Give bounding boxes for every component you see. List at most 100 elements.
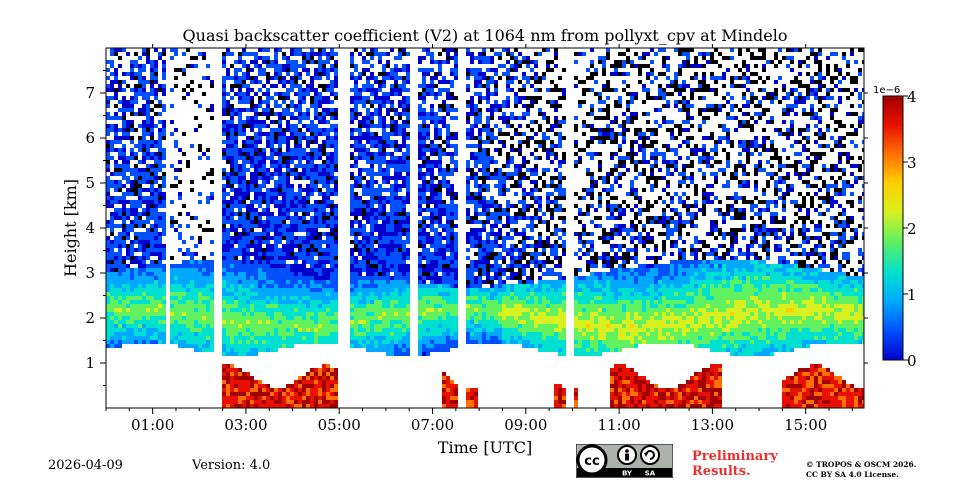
heatmap-cell: [418, 96, 422, 100]
heatmap-cell: [234, 188, 238, 192]
heatmap-cell: [298, 156, 302, 160]
heatmap-cell: [438, 160, 442, 164]
heatmap-cell: [226, 136, 230, 140]
heatmap-cell: [466, 324, 470, 328]
heatmap-cell: [466, 328, 470, 332]
heatmap-cell: [306, 68, 310, 72]
heatmap-cell: [422, 292, 426, 296]
heatmap-cell: [110, 52, 114, 56]
heatmap-cell: [298, 400, 302, 404]
heatmap-cell: [446, 112, 450, 116]
heatmap-cell: [470, 72, 474, 76]
heatmap-cell: [230, 292, 234, 296]
heatmap-cell: [286, 312, 290, 316]
heatmap-cell: [330, 168, 334, 172]
heatmap-cell: [210, 312, 214, 316]
heatmap-cell: [126, 120, 130, 124]
heatmap-cell: [134, 240, 138, 244]
heatmap-cell: [306, 128, 310, 132]
heatmap-cell: [446, 60, 450, 64]
heatmap-cell: [438, 348, 442, 352]
heatmap-cell: [250, 304, 254, 308]
heatmap-cell: [290, 84, 294, 88]
heatmap-cell: [466, 196, 470, 200]
heatmap-cell: [270, 260, 274, 264]
heatmap-cell: [366, 160, 370, 164]
heatmap-cell: [142, 328, 146, 332]
heatmap-cell: [238, 88, 242, 92]
heatmap-cell: [366, 248, 370, 252]
heatmap-cell: [354, 64, 358, 68]
heatmap-cell: [310, 292, 314, 296]
heatmap-cell: [174, 48, 178, 52]
heatmap-cell: [418, 56, 422, 60]
heatmap-cell: [394, 320, 398, 324]
heatmap-cell: [326, 268, 330, 272]
heatmap-cell: [274, 140, 278, 144]
heatmap-cell: [350, 260, 354, 264]
heatmap-cell: [402, 300, 406, 304]
heatmap-cell: [302, 316, 306, 320]
heatmap-cell: [110, 156, 114, 160]
heatmap-cell: [246, 52, 250, 56]
heatmap-cell: [302, 204, 306, 208]
heatmap-cell: [422, 108, 426, 112]
heatmap-cell: [250, 296, 254, 300]
heatmap-cell: [234, 236, 238, 240]
heatmap-cell: [294, 148, 298, 152]
heatmap-cell: [106, 152, 110, 156]
heatmap-cell: [278, 212, 282, 216]
heatmap-cell: [230, 104, 234, 108]
heatmap-cell: [118, 216, 122, 220]
heatmap-cell: [454, 288, 458, 292]
heatmap-cell: [422, 80, 426, 84]
heatmap-cell: [302, 68, 306, 72]
heatmap-cell: [310, 84, 314, 88]
heatmap-cell: [274, 60, 278, 64]
heatmap-cell: [334, 116, 338, 120]
heatmap-cell: [310, 172, 314, 176]
heatmap-cell: [318, 316, 322, 320]
heatmap-cell: [366, 336, 370, 340]
heatmap-cell: [182, 264, 186, 268]
heatmap-cell: [306, 380, 310, 384]
heatmap-cell: [290, 388, 294, 392]
heatmap-cell: [266, 236, 270, 240]
heatmap-cell: [134, 340, 138, 344]
heatmap-cell: [406, 352, 410, 356]
heatmap-cell: [318, 60, 322, 64]
heatmap-cell: [298, 160, 302, 164]
heatmap-cell: [358, 140, 362, 144]
heatmap-cell: [322, 84, 326, 88]
heatmap-cell: [250, 292, 254, 296]
heatmap-cell: [210, 84, 214, 88]
heatmap-cell: [398, 212, 402, 216]
heatmap-cell: [242, 64, 246, 68]
heatmap-cell: [406, 200, 410, 204]
heatmap-cell: [354, 280, 358, 284]
heatmap-cell: [118, 340, 122, 344]
heatmap-cell: [406, 264, 410, 268]
heatmap-cell: [122, 312, 126, 316]
heatmap-cell: [358, 304, 362, 308]
heatmap-cell: [294, 108, 298, 112]
heatmap-cell: [294, 296, 298, 300]
heatmap-cell: [378, 156, 382, 160]
heatmap-cell: [438, 320, 442, 324]
heatmap-cell: [282, 232, 286, 236]
heatmap-cell: [390, 104, 394, 108]
heatmap-cell: [318, 180, 322, 184]
heatmap-cell: [314, 212, 318, 216]
heatmap-cell: [326, 396, 330, 400]
heatmap-cell: [374, 256, 378, 260]
heatmap-cell: [222, 52, 226, 56]
heatmap-cell: [446, 332, 450, 336]
heatmap-cell: [142, 144, 146, 148]
heatmap-cell: [326, 316, 330, 320]
heatmap-cell: [278, 400, 282, 404]
heatmap-cell: [326, 136, 330, 140]
heatmap-cell: [446, 316, 450, 320]
heatmap-cell: [258, 332, 262, 336]
heatmap-cell: [422, 228, 426, 232]
heatmap-cell: [250, 116, 254, 120]
